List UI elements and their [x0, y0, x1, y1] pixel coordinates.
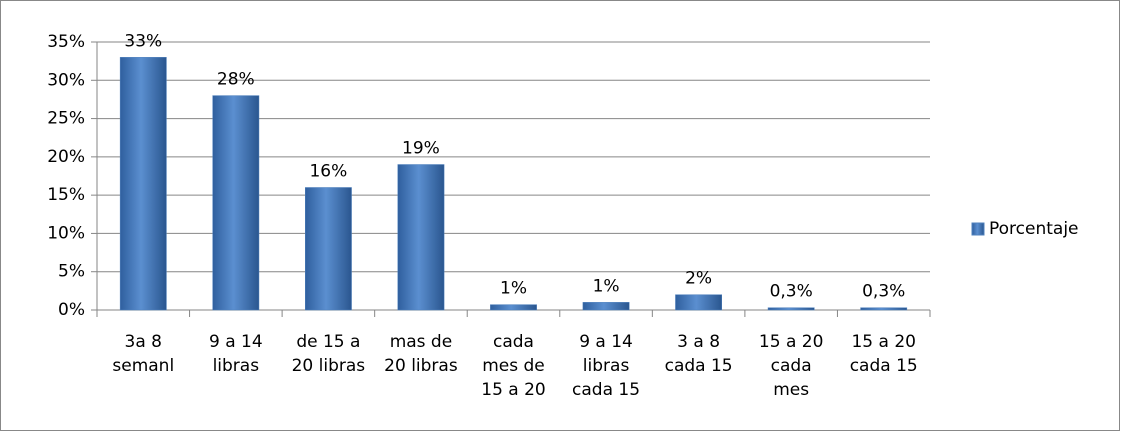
legend-swatch	[971, 222, 985, 236]
value-label: 2%	[685, 269, 712, 289]
x-tick-label: 9 a 14	[209, 332, 263, 352]
x-tick-label: 15 a 20	[759, 332, 824, 352]
x-tick-label: de 15 a	[296, 332, 360, 352]
bar	[767, 307, 815, 311]
x-tick-label: cada	[493, 332, 534, 352]
x-tick-label: 3 a 8	[677, 332, 720, 352]
bar	[397, 164, 445, 311]
x-tick-label: cada	[771, 356, 812, 376]
value-label: 28%	[217, 70, 255, 90]
x-tick-label: cada 15	[572, 380, 640, 400]
x-tick-label: libras	[583, 356, 630, 376]
x-tick-label: mes de	[482, 356, 545, 376]
y-tick-label: 0%	[58, 300, 85, 320]
x-tick-label: mas de	[390, 332, 453, 352]
x-tick-label: mes	[773, 380, 809, 400]
bar	[675, 294, 723, 311]
value-label: 1%	[593, 276, 620, 296]
value-label: 1%	[500, 279, 527, 299]
y-tick-label: 15%	[47, 185, 85, 205]
x-tick-label: semanl	[112, 356, 174, 376]
x-tick-label: 9 a 14	[579, 332, 633, 352]
bar	[860, 307, 908, 311]
y-tick-label: 20%	[47, 147, 85, 167]
x-tick-label: 15 a 20	[851, 332, 916, 352]
value-label: 19%	[402, 139, 440, 159]
value-label: 16%	[309, 161, 347, 181]
x-tick-label: 20 libras	[384, 356, 458, 376]
x-tick-label: 15 a 20	[481, 380, 546, 400]
x-tick-label: libras	[213, 356, 260, 376]
value-label: 0,3%	[770, 282, 813, 302]
bar	[490, 304, 537, 311]
y-tick-label: 10%	[47, 223, 85, 243]
x-tick-label: 20 libras	[292, 356, 366, 376]
value-label: 33%	[124, 31, 162, 51]
x-tick-label: cada 15	[665, 356, 733, 376]
value-label: 0,3%	[862, 282, 905, 302]
y-tick-label: 35%	[47, 32, 85, 52]
y-tick-label: 5%	[58, 262, 85, 282]
x-tick-label: cada 15	[850, 356, 918, 376]
x-tick-label: 3a 8	[125, 332, 162, 352]
y-tick-label: 25%	[47, 109, 85, 129]
bar	[119, 57, 167, 311]
bar	[582, 302, 630, 311]
bar	[305, 187, 352, 311]
y-tick-label: 30%	[47, 70, 85, 90]
legend-label: Porcentaje	[989, 219, 1079, 239]
bar	[212, 95, 260, 311]
